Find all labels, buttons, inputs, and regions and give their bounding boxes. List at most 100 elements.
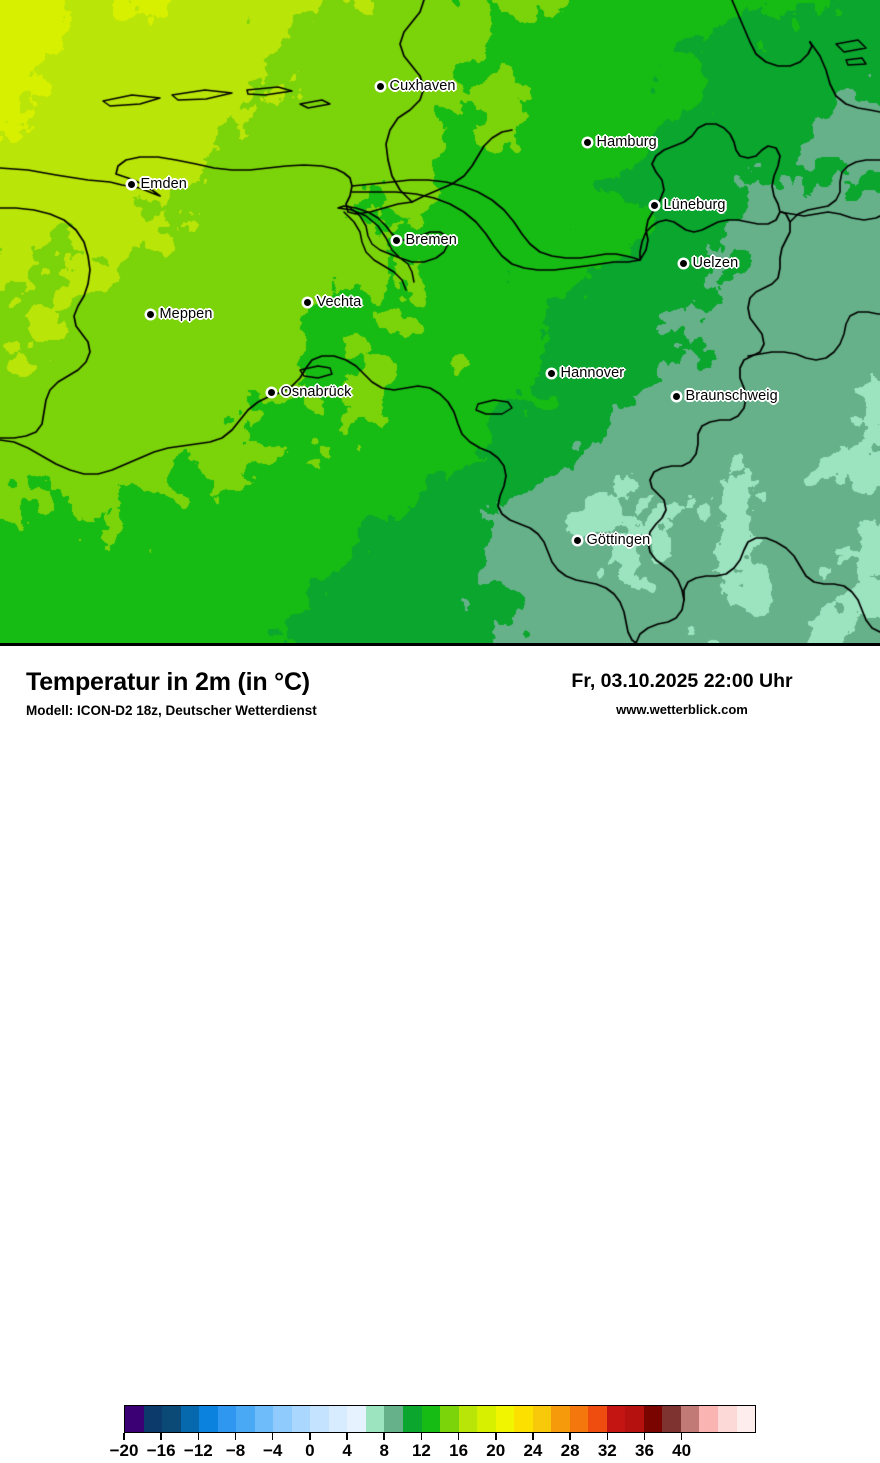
page-title: Temperatur in 2m (in °C) [26,668,310,696]
colorbar-swatch [736,1406,756,1432]
city-dot-icon [672,392,680,400]
colorbar-tick-labels: −20 −16 −12 −8 −4 0 4 8 12 16 20 24 28 32 36 40 [110,1441,756,1463]
colorbar-tick [532,1433,534,1440]
city-marker[interactable]: Osnabrück [267,384,352,400]
colorbar-swatch [273,1406,292,1432]
city-label: Braunschweig [685,388,778,404]
colorbar-tick [643,1433,646,1440]
city-label: Uelzen [692,255,739,271]
colorbar-swatch [125,1406,144,1432]
colorbar-swatch [384,1406,403,1432]
colorbar-tick [420,1433,423,1440]
colorbar-swatches [124,1405,756,1433]
colorbar-tick-label: 0 [305,1441,315,1460]
colorbar-swatch [514,1406,533,1432]
temperature-field-canvas[interactable] [0,0,880,643]
colorbar-swatch [625,1406,644,1432]
city-dot-icon [573,536,581,544]
city-dot-icon [547,369,555,377]
model-subtitle: Modell: ICON-D2 18z, Deutscher Wetterdie… [26,703,317,718]
colorbar-swatch [365,1406,385,1432]
colorbar-tick-label: 28 [560,1441,580,1460]
colorbar-tick-label: −8 [225,1441,246,1460]
colorbar-swatch [643,1406,663,1432]
colorbar-tick-label: 20 [486,1441,506,1460]
colorbar-swatch [569,1406,589,1432]
colorbar-swatch [718,1406,737,1432]
colorbar-swatch [217,1406,237,1432]
colorbar-swatch [402,1406,422,1432]
colorbar-swatch [236,1406,255,1432]
colorbar-swatch [347,1406,366,1432]
colorbar-tick-label: 40 [672,1441,692,1460]
city-label: Cuxhaven [389,78,456,94]
colorbar-tick-label: −20 [109,1441,139,1460]
city-label: Osnabrück [280,384,352,400]
colorbar-tick [346,1433,348,1440]
colorbar-tick [197,1433,200,1440]
colorbar-tick [383,1433,385,1440]
colorbar-swatch [199,1406,218,1432]
colorbar-tick-label: −16 [146,1441,176,1460]
colorbar-swatch [180,1406,200,1432]
colorbar-swatch [291,1406,311,1432]
colorbar-tick [309,1433,311,1440]
city-marker[interactable]: Vechta [303,294,362,310]
city-marker[interactable]: Bremen [392,232,457,248]
city-marker[interactable]: Uelzen [679,255,739,271]
city-marker[interactable]: Braunschweig [672,388,778,404]
colorbar-swatch [532,1406,552,1432]
city-dot-icon [650,201,658,209]
city-dot-icon [376,82,384,90]
map-panel[interactable]: Cuxhaven Hamburg Emden Lüneburg Bremen Uelzen… [0,0,880,646]
city-marker[interactable]: Cuxhaven [376,78,456,94]
city-marker[interactable]: Lüneburg [650,197,726,213]
colorbar-tick-label: 12 [411,1441,431,1460]
city-marker[interactable]: Emden [127,176,187,192]
colorbar-tick-label: 24 [523,1441,543,1460]
city-label: Hannover [560,365,625,381]
website-credit: www.wetterblick.com [616,701,748,717]
colorbar-tick [271,1433,274,1440]
colorbar-swatch [254,1406,274,1432]
colorbar: −20 −16 −12 −8 −4 0 4 8 12 16 20 24 28 32 36 40 [110,1405,756,1463]
colorbar-tick [160,1433,162,1440]
colorbar-swatch [588,1406,607,1432]
colorbar-swatch [606,1406,626,1432]
colorbar-tick [569,1433,571,1440]
title-block: Temperatur in 2m (in °C) Modell: ICON-D2… [26,670,317,718]
colorbar-tick [680,1433,683,1440]
city-label: Bremen [405,232,457,248]
city-label: Meppen [159,306,213,322]
city-marker[interactable]: Hannover [547,365,625,381]
city-label: Hamburg [596,134,657,150]
colorbar-swatch [328,1406,348,1432]
colorbar-tick [123,1433,125,1440]
colorbar-swatch [162,1406,181,1432]
city-marker[interactable]: Hamburg [583,134,657,150]
city-dot-icon [127,180,135,188]
colorbar-ticks [123,1433,756,1440]
colorbar-tick-label: −12 [183,1441,213,1460]
city-marker[interactable]: Göttingen [573,532,651,548]
colorbar-tick-label: 4 [342,1441,352,1460]
colorbar-tick-label: 16 [449,1441,469,1460]
colorbar-swatch [495,1406,515,1432]
colorbar-tick-label: 8 [379,1441,389,1460]
colorbar-swatch [310,1406,329,1432]
city-dot-icon [583,138,591,146]
city-label: Vechta [316,294,362,310]
colorbar-swatch [699,1406,718,1432]
city-label: Emden [140,176,187,192]
colorbar-tick-label: 36 [635,1441,654,1460]
city-label: Göttingen [586,532,651,548]
city-dot-icon [303,298,311,306]
city-dot-icon [267,388,275,396]
colorbar-tick [606,1433,609,1440]
meta-block: Fr, 03.10.2025 22:00 Uhr www.wetterblick… [512,671,852,717]
city-label: Lüneburg [663,197,726,213]
colorbar-tick [234,1433,237,1440]
colorbar-tick-label: −4 [263,1441,283,1460]
city-marker[interactable]: Meppen [146,306,213,322]
